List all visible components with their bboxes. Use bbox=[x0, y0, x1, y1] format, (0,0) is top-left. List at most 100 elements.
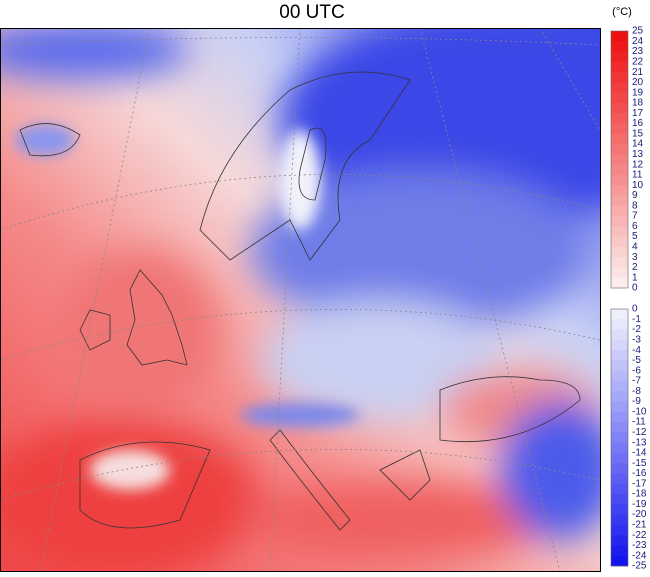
tick-label: -21 bbox=[632, 520, 647, 531]
tick-label: 0 bbox=[632, 283, 638, 294]
color-step bbox=[611, 319, 628, 330]
tick-label: 0 bbox=[632, 304, 638, 315]
tick-label: 22 bbox=[632, 56, 644, 67]
color-step bbox=[611, 154, 628, 165]
tick-label: -22 bbox=[632, 530, 647, 541]
color-step bbox=[611, 257, 628, 268]
color-step bbox=[611, 514, 628, 526]
tick-label: -25 bbox=[632, 561, 647, 572]
tick-label: 4 bbox=[632, 242, 638, 253]
tick-label: -15 bbox=[632, 458, 647, 469]
tick-label: 13 bbox=[632, 149, 644, 160]
color-step bbox=[611, 380, 628, 392]
color-step bbox=[611, 504, 628, 515]
tick-label: -6 bbox=[632, 365, 641, 376]
color-step bbox=[611, 452, 628, 464]
tick-label: 12 bbox=[632, 159, 644, 170]
color-step bbox=[611, 473, 628, 485]
tick-label: 14 bbox=[632, 139, 644, 150]
temperature-map bbox=[0, 28, 601, 572]
color-step bbox=[611, 123, 628, 135]
tick-label: 3 bbox=[632, 252, 638, 263]
color-step bbox=[611, 545, 628, 557]
tick-label: 11 bbox=[632, 170, 643, 181]
color-step bbox=[611, 185, 628, 196]
tick-label: 1 bbox=[632, 272, 638, 283]
color-step bbox=[611, 442, 628, 454]
color-step bbox=[611, 205, 628, 217]
tick-label: -19 bbox=[632, 499, 647, 510]
color-step bbox=[611, 350, 628, 361]
tick-label: -16 bbox=[632, 468, 647, 479]
tick-label: -12 bbox=[632, 427, 647, 438]
color-step bbox=[611, 391, 628, 402]
tick-label: -11 bbox=[632, 417, 646, 428]
color-step bbox=[611, 246, 628, 258]
tick-label: -9 bbox=[632, 396, 641, 407]
tick-label: -5 bbox=[632, 355, 641, 366]
tick-label: 8 bbox=[632, 200, 638, 211]
tick-label: 19 bbox=[632, 87, 644, 98]
tick-label: -13 bbox=[632, 437, 647, 448]
colorbar-frame bbox=[610, 308, 629, 567]
tick-label: -17 bbox=[632, 478, 647, 489]
cold-colorbar: 0-1-2-3-4-5-6-7-8-9-10-11-12-13-14-15-16… bbox=[610, 304, 647, 572]
color-step bbox=[611, 267, 628, 279]
tick-label: 15 bbox=[632, 128, 644, 139]
tick-label: 21 bbox=[632, 67, 644, 78]
tick-label: -1 bbox=[632, 314, 641, 325]
color-step bbox=[611, 92, 628, 104]
color-step bbox=[611, 309, 628, 320]
color-step bbox=[611, 144, 628, 155]
color-step bbox=[611, 401, 628, 413]
colorbar-frame bbox=[610, 30, 629, 289]
color-step bbox=[611, 133, 628, 145]
color-step bbox=[611, 102, 628, 114]
color-step bbox=[611, 370, 628, 382]
color-step bbox=[611, 113, 628, 124]
color-step bbox=[611, 82, 628, 93]
tick-label: 23 bbox=[632, 46, 644, 57]
color-step bbox=[611, 463, 628, 474]
tick-label: -24 bbox=[632, 550, 647, 561]
tick-label: 24 bbox=[632, 36, 644, 47]
tick-label: 20 bbox=[632, 77, 644, 88]
color-step bbox=[611, 329, 628, 341]
map-title: 00 UTC bbox=[279, 2, 344, 23]
color-step bbox=[611, 236, 628, 248]
color-step bbox=[611, 555, 628, 567]
tick-label: 17 bbox=[632, 108, 644, 119]
color-step bbox=[611, 524, 628, 536]
tick-label: 25 bbox=[632, 26, 644, 37]
tick-label: -4 bbox=[632, 345, 641, 356]
color-step bbox=[611, 61, 628, 73]
color-step bbox=[611, 51, 628, 63]
color-step bbox=[611, 411, 628, 423]
tick-label: 18 bbox=[632, 98, 644, 109]
color-step bbox=[611, 277, 628, 289]
tick-label: 6 bbox=[632, 221, 638, 232]
tick-label: -18 bbox=[632, 489, 647, 500]
color-step bbox=[611, 360, 628, 371]
tick-label: -8 bbox=[632, 386, 641, 397]
color-step bbox=[611, 174, 628, 186]
color-step bbox=[611, 494, 628, 505]
tick-label: 10 bbox=[632, 180, 644, 191]
color-step bbox=[611, 226, 628, 237]
tick-label: 9 bbox=[632, 190, 638, 201]
tick-label: 5 bbox=[632, 231, 638, 242]
tick-label: -7 bbox=[632, 376, 641, 387]
tick-label: 7 bbox=[632, 211, 638, 222]
color-step bbox=[611, 164, 628, 176]
color-step bbox=[611, 216, 628, 227]
tick-label: 16 bbox=[632, 118, 644, 129]
tick-label: -3 bbox=[632, 334, 641, 345]
color-step bbox=[611, 195, 628, 207]
tick-label: -14 bbox=[632, 448, 647, 459]
color-step bbox=[611, 31, 628, 42]
color-step bbox=[611, 72, 628, 83]
unit-label: (°C) bbox=[612, 6, 632, 18]
tick-label: -20 bbox=[632, 509, 647, 520]
color-step bbox=[611, 535, 628, 546]
